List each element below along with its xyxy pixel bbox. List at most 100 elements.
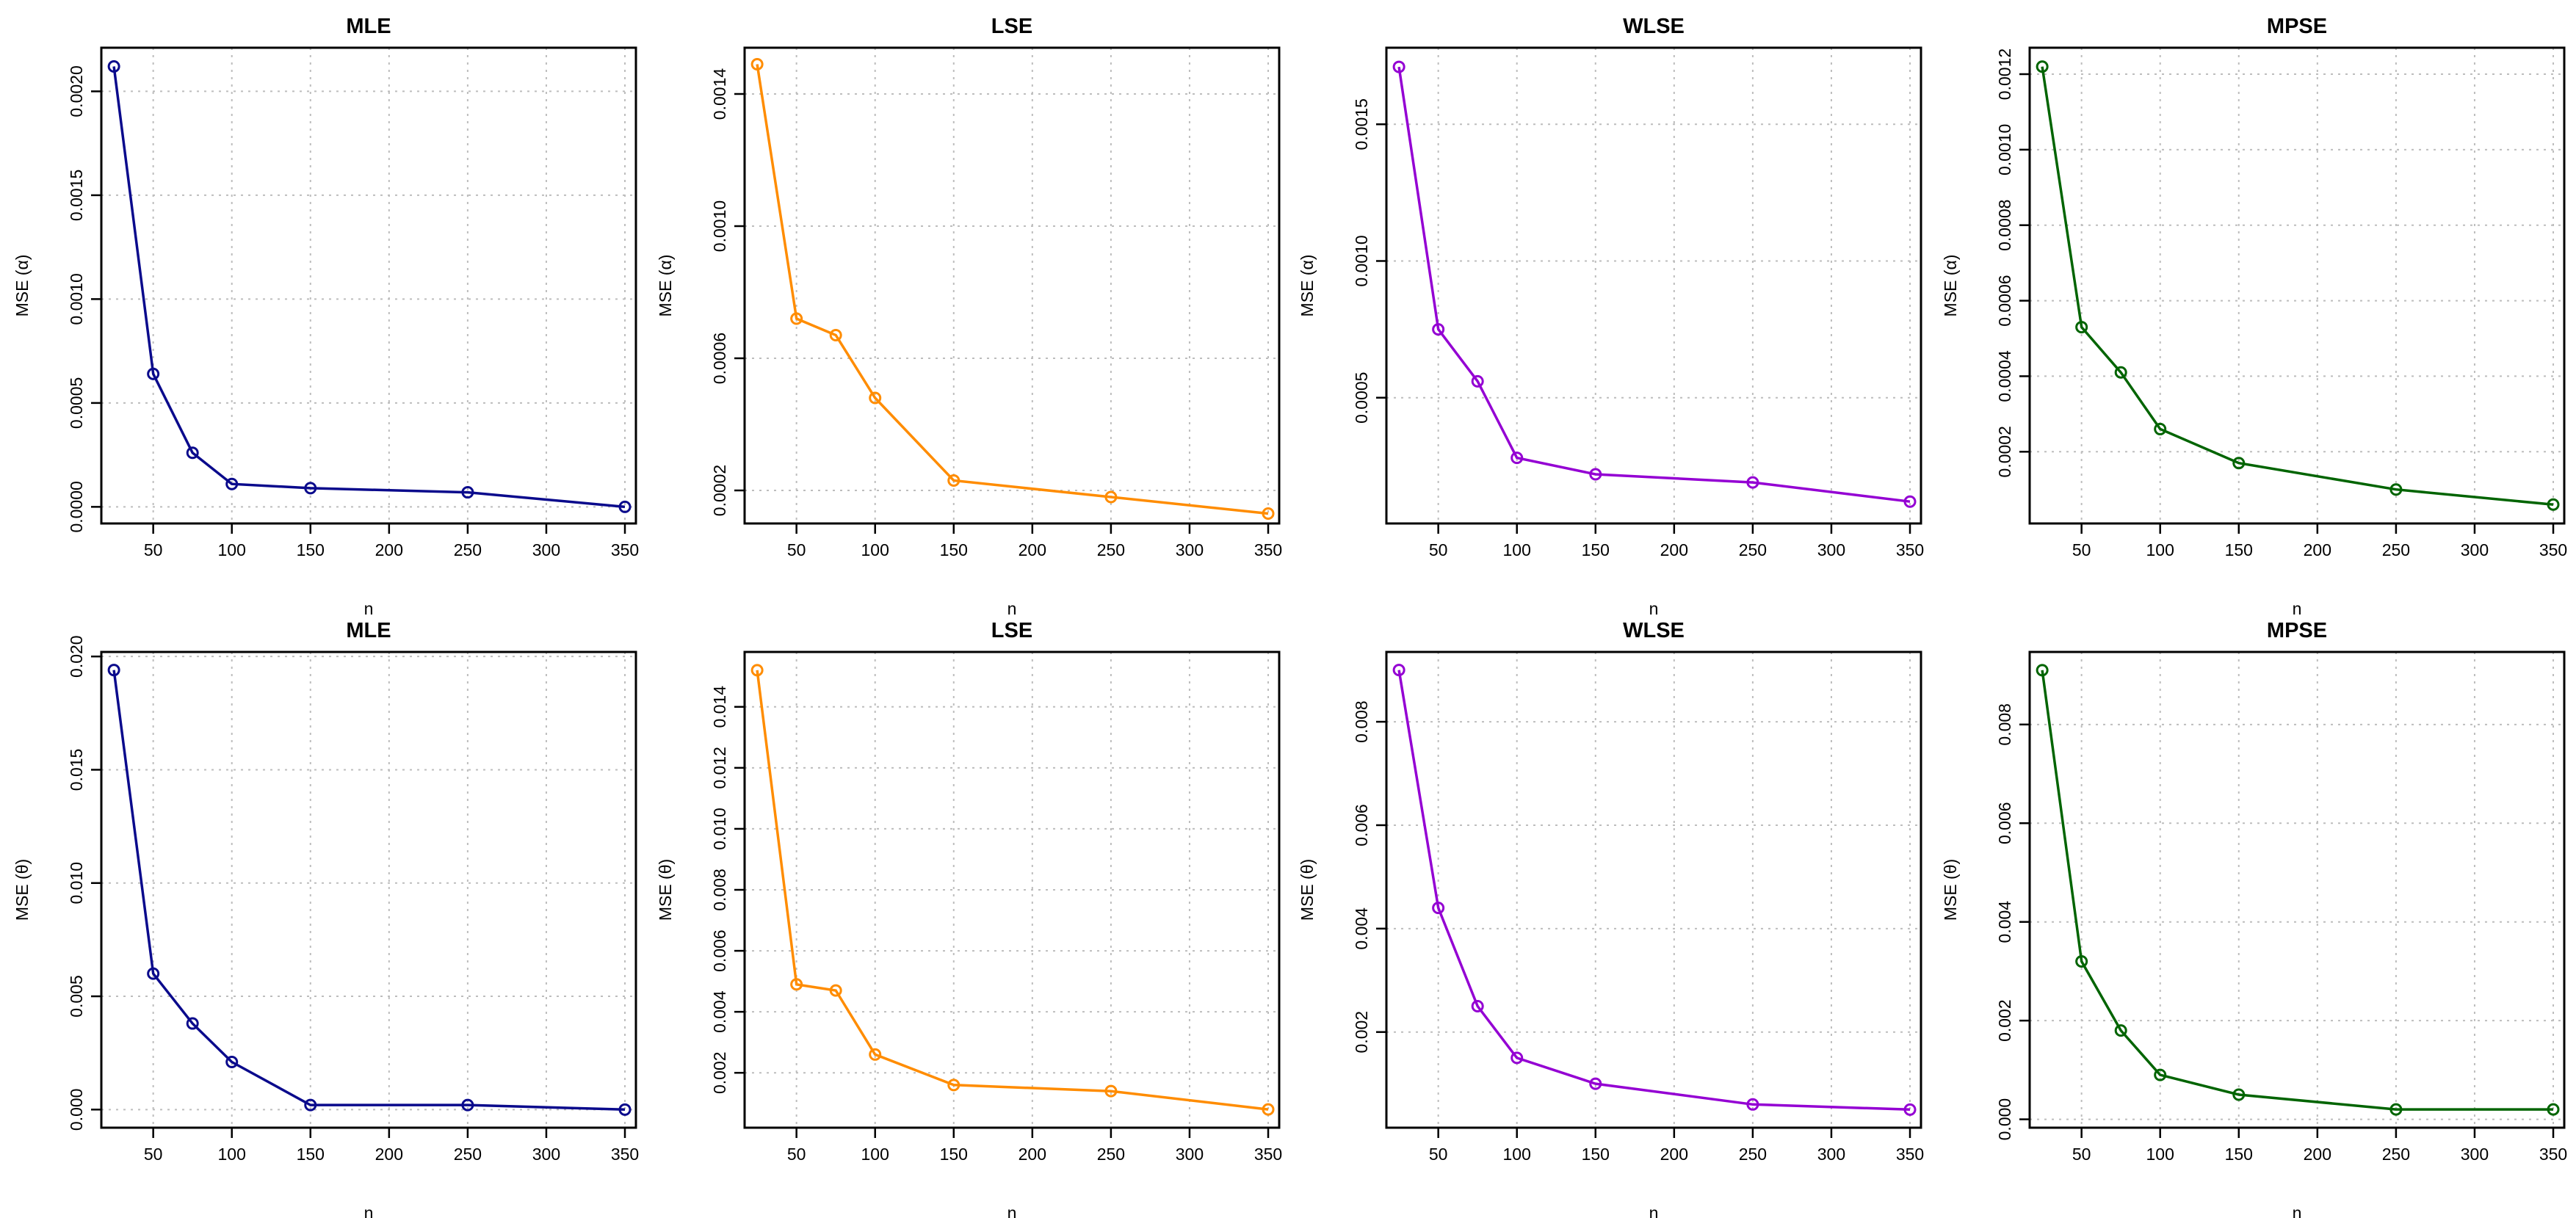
data-point — [1104, 1084, 1118, 1098]
y-axis-label: MSE (θ) — [1298, 859, 1317, 921]
data-point — [2547, 498, 2560, 511]
series-line — [112, 670, 626, 1112]
data-point — [1471, 999, 1484, 1012]
data-point — [1262, 507, 1275, 520]
x-tick-label: 200 — [2304, 540, 2331, 559]
x-tick-label: 100 — [2146, 540, 2174, 559]
x-tick-label: 150 — [297, 540, 325, 559]
data-point — [461, 1098, 474, 1112]
y-axis-label: MSE (α) — [1298, 255, 1317, 317]
data-point — [829, 329, 842, 341]
x-tick-label: 300 — [1176, 540, 1204, 559]
chart-panel-2: 50 100 150 200 250 300 350 0.0002 0.0006 0.0010 0.… — [656, 15, 1282, 618]
y-tick-label: 0.0004 — [1995, 350, 2014, 402]
series-line — [112, 66, 626, 509]
y-tick-label: 0.006 — [1352, 804, 1371, 847]
y-tick-label: 0.0002 — [1995, 426, 2014, 477]
y-tick-label: 0.0010 — [67, 273, 86, 325]
y-axis-label: MSE (θ) — [12, 859, 32, 921]
data-point — [1104, 490, 1118, 504]
y-tick-label: 0.0015 — [67, 170, 86, 221]
x-tick-label: 200 — [1660, 1145, 1688, 1164]
y-tick-label: 0.006 — [710, 929, 729, 972]
data-point — [147, 967, 160, 980]
data-point — [869, 1048, 882, 1061]
x-axis-label: n — [1649, 599, 1659, 618]
series-line — [1397, 670, 1911, 1112]
y-tick-label: 0.0005 — [67, 377, 86, 429]
data-point — [2154, 1068, 2167, 1081]
x-tick-label: 100 — [2146, 1145, 2174, 1164]
chart-title: LSE — [991, 619, 1032, 642]
x-tick-label: 150 — [940, 540, 968, 559]
data-point — [1903, 495, 1917, 508]
plot-frame — [2028, 46, 2566, 525]
data-point — [2232, 457, 2246, 470]
x-tick-label: 50 — [2072, 1145, 2091, 1164]
data-point — [1746, 476, 1759, 489]
x-axis-label: n — [364, 599, 374, 618]
y-tick-label: 0.002 — [1995, 999, 2014, 1042]
data-point — [618, 1103, 632, 1116]
y-tick-label: 0.010 — [67, 862, 86, 905]
x-axis-label: n — [2293, 1203, 2302, 1218]
data-point — [107, 59, 120, 73]
x-tick-label: 350 — [1896, 540, 1924, 559]
x-tick-label: 250 — [1097, 540, 1125, 559]
plot-frame — [2028, 650, 2566, 1129]
y-tick-label: 0.005 — [67, 975, 86, 1018]
x-tick-label: 250 — [2382, 1145, 2410, 1164]
chart-title: MLE — [346, 619, 391, 642]
data-point — [1392, 664, 1405, 677]
y-tick-label: 0.010 — [710, 808, 729, 850]
plot-frame — [1385, 46, 1922, 525]
x-tick-label: 50 — [787, 1145, 806, 1164]
x-tick-label: 250 — [2382, 540, 2410, 559]
x-tick-label: 200 — [2304, 1145, 2331, 1164]
y-tick-label: 0.020 — [67, 635, 86, 678]
x-tick-label: 250 — [454, 540, 482, 559]
x-tick-label: 100 — [1503, 540, 1531, 559]
x-axis-label: n — [364, 1203, 374, 1218]
data-point — [1510, 452, 1524, 465]
y-axis-label: MSE (α) — [12, 255, 32, 317]
data-point — [790, 978, 803, 991]
x-tick-label: 300 — [2461, 1145, 2489, 1164]
data-point — [1510, 1051, 1524, 1065]
y-tick-label: 0.004 — [1352, 907, 1371, 950]
y-tick-label: 0.008 — [1995, 703, 2014, 746]
data-point — [2114, 1024, 2127, 1037]
data-point — [2154, 422, 2167, 435]
x-tick-label: 50 — [144, 1145, 163, 1164]
chart-panel-3: 50 100 150 200 250 300 350 0.0005 0.0010 0.0015 WL… — [1298, 15, 1924, 618]
series-line — [2041, 66, 2554, 507]
data-point — [750, 664, 764, 677]
y-tick-label: 0.015 — [67, 749, 86, 791]
data-point — [147, 367, 160, 380]
chart-panel-6: 50 100 150 200 250 300 350 0.002 0.004 0.006 0.008… — [656, 619, 1282, 1218]
data-point — [1432, 323, 1445, 336]
x-tick-label: 300 — [1817, 1145, 1845, 1164]
plot-frame — [1385, 650, 1922, 1129]
y-tick-label: 0.0015 — [1352, 98, 1371, 150]
data-point — [829, 984, 842, 997]
x-tick-label: 50 — [787, 540, 806, 559]
x-tick-label: 250 — [454, 1145, 482, 1164]
x-tick-label: 50 — [2072, 540, 2091, 559]
chart-title: MPSE — [2267, 619, 2327, 642]
y-tick-label: 0.000 — [67, 1089, 86, 1131]
x-tick-label: 150 — [940, 1145, 968, 1164]
series-line — [2041, 670, 2553, 1111]
data-point — [1471, 374, 1484, 388]
plot-frame — [100, 650, 637, 1129]
y-tick-label: 0.012 — [710, 747, 729, 789]
y-tick-label: 0.000 — [1995, 1098, 2014, 1141]
data-point — [186, 1017, 199, 1030]
chart-panel-1: 50 100 150 200 250 300 350 0.0000 0.0005 0.0010 0.… — [12, 15, 639, 618]
y-tick-label: 0.0010 — [1352, 235, 1371, 286]
data-point — [1589, 1077, 1602, 1090]
x-tick-label: 250 — [1097, 1145, 1125, 1164]
data-point — [790, 312, 803, 325]
data-point — [461, 486, 474, 499]
